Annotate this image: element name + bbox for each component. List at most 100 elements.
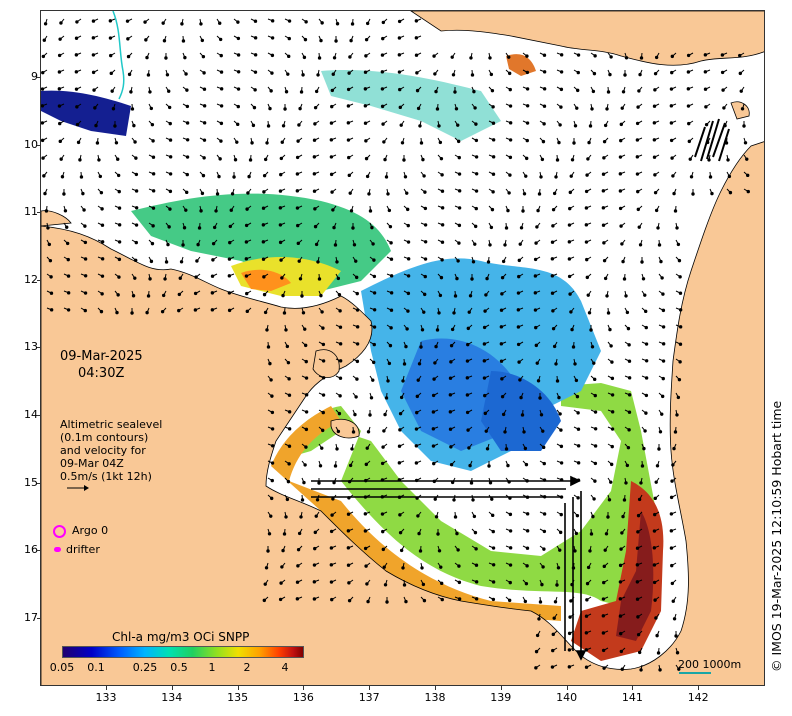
velocity-arrow-head xyxy=(301,311,306,315)
velocity-arrow-head xyxy=(484,429,488,433)
velocity-arrow-head xyxy=(281,293,285,298)
velocity-arrow-head xyxy=(587,140,591,145)
velocity-arrow-head xyxy=(621,514,625,519)
velocity-arrow-head xyxy=(473,224,478,229)
velocity-arrow-head xyxy=(385,600,389,604)
velocity-arrow-head xyxy=(41,104,45,108)
velocity-arrow-head xyxy=(421,582,426,587)
velocity-arrow-head xyxy=(433,497,437,501)
velocity-arrow-head xyxy=(610,393,615,397)
velocity-arrow-head xyxy=(414,427,419,431)
velocity-arrow-head xyxy=(287,377,291,381)
velocity-arrow-head xyxy=(448,393,453,397)
velocity-arrow-head xyxy=(193,291,198,296)
velocity-arrow-head xyxy=(618,597,623,601)
velocity-arrow-head xyxy=(474,122,478,126)
velocity-arrow-head xyxy=(555,379,560,383)
velocity-arrow-head xyxy=(302,55,307,60)
velocity-arrow-head xyxy=(268,361,272,366)
velocity-arrow-head xyxy=(504,447,509,451)
velocity-arrow-head xyxy=(622,277,627,281)
velocity-arrow-head xyxy=(49,308,54,312)
velocity-arrow-head xyxy=(202,156,206,160)
chl-gulf-inner xyxy=(481,371,561,451)
velocity-arrow-head xyxy=(363,512,368,516)
velocity-arrow-head xyxy=(655,464,660,468)
velocity-arrow-head xyxy=(338,309,342,313)
velocity-arrow-head xyxy=(588,549,592,553)
velocity-arrow-head xyxy=(534,649,539,654)
velocity-arrow-head xyxy=(99,309,104,314)
velocity-arrow-head xyxy=(457,172,462,176)
velocity-arrow-head xyxy=(316,260,320,264)
velocity-arrow-head xyxy=(489,225,494,230)
velocity-arrow-head xyxy=(127,72,132,77)
velocity-arrow-head xyxy=(418,124,422,128)
velocity-arrow-head xyxy=(457,223,462,228)
velocity-arrow-head xyxy=(652,138,657,142)
velocity-arrow-head xyxy=(473,242,477,246)
velocity-arrow-head xyxy=(164,260,169,264)
velocity-arrow-head xyxy=(606,311,611,315)
velocity-arrow-head xyxy=(145,55,149,60)
velocity-arrow-head xyxy=(654,480,658,484)
velocity-arrow-head xyxy=(261,206,266,210)
velocity-arrow-head xyxy=(280,565,284,569)
velocity-arrow-head xyxy=(179,260,184,264)
velocity-arrow-head xyxy=(160,309,165,314)
velocity-arrow-head xyxy=(636,207,641,212)
velocity-arrow-head xyxy=(42,174,46,178)
velocity-arrow-head xyxy=(58,139,62,144)
velocity-arrow-head xyxy=(148,90,152,94)
velocity-arrow-head xyxy=(551,326,556,331)
velocity-arrow-head xyxy=(619,138,623,143)
strong-current xyxy=(311,475,587,661)
velocity-arrow-head xyxy=(401,379,405,383)
velocity-arrow-head xyxy=(440,597,444,602)
velocity-arrow-head xyxy=(92,88,96,92)
velocity-arrow-head xyxy=(421,157,425,162)
velocity-arrow-head xyxy=(284,90,289,94)
velocity-arrow-head xyxy=(542,87,547,91)
velocity-arrow-head xyxy=(320,428,325,433)
velocity-arrow-head xyxy=(465,393,470,397)
velocity-arrow-head xyxy=(230,192,235,196)
velocity-arrow-head xyxy=(588,124,593,128)
latitude-tick-mark xyxy=(37,415,41,416)
velocity-arrow-head xyxy=(457,206,462,210)
velocity-arrow-head xyxy=(657,243,662,247)
velocity-arrow-head xyxy=(542,70,547,74)
velocity-arrow-head xyxy=(62,192,66,196)
velocity-arrow-head xyxy=(687,139,692,144)
velocity-arrow-head xyxy=(654,55,659,60)
velocity-arrow-head xyxy=(398,513,402,517)
velocity-arrow-head xyxy=(431,410,436,414)
velocity-arrow-head xyxy=(219,139,223,143)
velocity-arrow-head xyxy=(78,158,82,162)
velocity-arrow-head xyxy=(618,563,623,568)
velocity-arrow-head xyxy=(490,88,495,93)
velocity-arrow-head xyxy=(348,191,352,195)
velocity-arrow-head xyxy=(686,87,691,91)
velocity-arrow-head xyxy=(219,53,223,58)
velocity-arrow-head xyxy=(636,105,640,109)
velocity-arrow-head xyxy=(129,90,133,94)
velocity-arrow-head xyxy=(151,172,156,176)
velocity-arrow-head xyxy=(573,124,578,128)
velocity-arrow-head xyxy=(280,140,284,144)
velocity-arrow-head xyxy=(329,580,334,584)
chl-southeast-core xyxy=(616,511,654,641)
longitude-tick-mark xyxy=(500,686,502,690)
land-png-island xyxy=(730,101,750,120)
velocity-arrow-head xyxy=(182,226,187,230)
velocity-arrow-head xyxy=(465,376,470,380)
velocity-arrow-head xyxy=(399,123,403,127)
velocity-arrow-head xyxy=(457,241,461,245)
velocity-arrow-head xyxy=(347,155,351,160)
land-melville xyxy=(41,210,72,227)
velocity-arrow-head xyxy=(608,72,612,77)
velocity-arrow-head xyxy=(474,155,479,159)
velocity-arrow-head xyxy=(602,241,606,245)
velocity-arrow-head xyxy=(355,359,360,364)
velocity-arrow-head xyxy=(168,189,173,194)
